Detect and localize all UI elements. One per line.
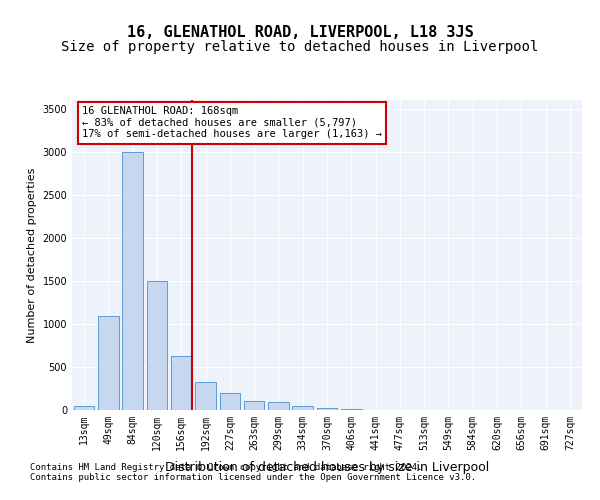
Y-axis label: Number of detached properties: Number of detached properties (27, 168, 37, 342)
Bar (122, 152, 143, 410)
Bar (317, 408, 337, 410)
Bar (74, 406, 94, 410)
Text: Contains public sector information licensed under the Open Government Licence v3: Contains public sector information licen… (30, 473, 476, 482)
Bar (195, 382, 216, 410)
Bar (341, 409, 362, 410)
Bar (220, 393, 240, 410)
Bar (146, 281, 167, 410)
Bar (292, 406, 313, 410)
Text: 16 GLENATHOL ROAD: 168sqm
← 83% of detached houses are smaller (5,797)
17% of se: 16 GLENATHOL ROAD: 168sqm ← 83% of detac… (82, 106, 382, 140)
Bar (98, 316, 119, 410)
Bar (171, 356, 191, 410)
Text: 16, GLENATHOL ROAD, LIVERPOOL, L18 3JS: 16, GLENATHOL ROAD, LIVERPOOL, L18 3JS (127, 25, 473, 40)
Bar (244, 402, 265, 410)
X-axis label: Distribution of detached houses by size in Liverpool: Distribution of detached houses by size … (165, 461, 489, 474)
Text: Contains HM Land Registry data © Crown copyright and database right 2024.: Contains HM Land Registry data © Crown c… (30, 463, 422, 472)
Text: Size of property relative to detached houses in Liverpool: Size of property relative to detached ho… (61, 40, 539, 54)
Bar (268, 402, 289, 410)
